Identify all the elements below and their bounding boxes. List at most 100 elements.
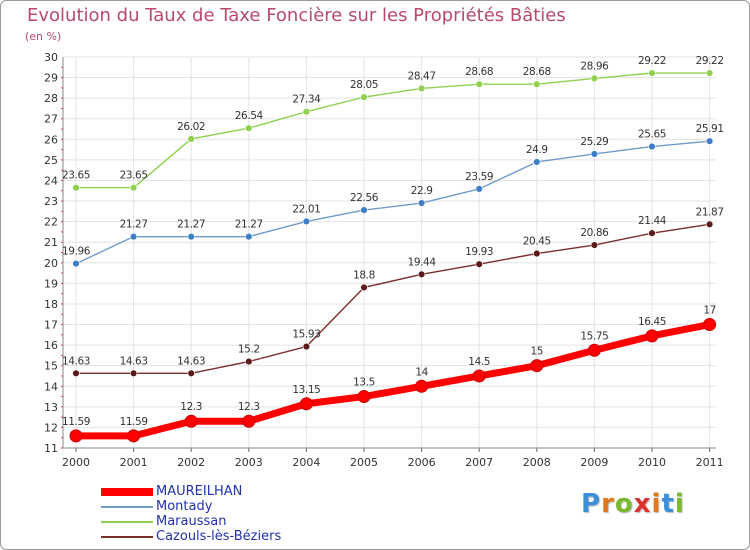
series-line <box>75 140 711 265</box>
data-label: 19.93 <box>465 246 493 258</box>
data-point <box>357 390 371 404</box>
data-label: 11.59 <box>120 416 148 428</box>
data-label: 14.63 <box>62 355 90 367</box>
data-point <box>242 414 256 428</box>
legend-label: MAUREILHAN <box>156 484 243 499</box>
data-point <box>184 414 198 428</box>
data-label: 15.93 <box>292 329 320 341</box>
data-point <box>587 343 601 357</box>
data-label: 14 <box>415 366 428 378</box>
data-point <box>530 359 544 373</box>
legend-label: Cazouls-lès-Béziers <box>156 529 282 544</box>
data-point <box>533 80 541 88</box>
data-label: 14.63 <box>120 355 148 367</box>
data-label: 13.5 <box>353 377 375 389</box>
data-label: 21.87 <box>696 206 724 218</box>
data-point <box>590 150 599 158</box>
y-tick-label: 30 <box>44 51 58 64</box>
logo-letter: P <box>581 489 602 519</box>
y-tick-label: 18 <box>44 298 58 311</box>
data-label: 12.3 <box>180 401 202 413</box>
data-point <box>302 217 311 226</box>
data-point <box>245 232 253 241</box>
data-point <box>705 220 714 229</box>
data-label: 24.9 <box>526 144 548 156</box>
data-label: 27.34 <box>292 94 321 106</box>
y-tick-label: 12 <box>44 421 58 434</box>
data-label: 15.75 <box>580 330 608 342</box>
logo-letter: x <box>633 489 652 519</box>
legend-label: Montady <box>156 499 213 514</box>
y-tick-label: 29 <box>44 72 58 85</box>
data-label: 13.15 <box>292 384 320 396</box>
data-label: 21.27 <box>177 219 205 231</box>
data-point <box>590 74 599 83</box>
data-point <box>187 369 195 377</box>
data-point <box>187 135 195 143</box>
y-tick-label: 28 <box>44 92 58 105</box>
data-point <box>129 183 138 192</box>
y-tick-label: 13 <box>44 401 58 414</box>
data-point <box>648 229 656 237</box>
data-label: 15 <box>531 346 544 358</box>
x-tick-label: 2007 <box>465 456 493 469</box>
y-tick-label: 16 <box>44 339 58 352</box>
data-label: 29.22 <box>638 55 666 67</box>
data-point <box>533 158 541 166</box>
data-point <box>645 329 659 343</box>
data-point <box>648 142 656 151</box>
data-label: 26.02 <box>177 121 205 133</box>
legend-swatch <box>101 506 153 508</box>
data-point <box>360 93 368 101</box>
x-tick-label: 2000 <box>62 456 90 469</box>
x-tick-label: 2010 <box>638 456 666 469</box>
data-label: 18.8 <box>353 269 375 281</box>
y-tick-label: 14 <box>44 380 58 393</box>
data-label: 25.29 <box>580 136 608 148</box>
legend-swatch <box>101 536 153 538</box>
x-tick-label: 2004 <box>292 456 320 469</box>
series-cazouls-les-beziers: 14.63 14.63 14.63 15.2 15.93 18.8 19.44 19.93 20… <box>62 206 724 377</box>
data-label: 23.65 <box>120 170 148 182</box>
series-maraussan: 23.65 23.65 26.02 26.54 27.34 28.05 28.47 28.68… <box>62 55 724 192</box>
data-point <box>472 369 486 383</box>
data-label: 17 <box>703 305 716 317</box>
data-point <box>245 357 253 366</box>
data-label: 21.27 <box>120 219 148 231</box>
x-tick-label: 2009 <box>580 456 608 469</box>
y-tick-label: 11 <box>44 442 58 455</box>
series-line <box>72 321 714 440</box>
y-tick-label: 19 <box>44 277 58 290</box>
data-point <box>299 397 313 411</box>
data-label: 29.22 <box>696 55 724 67</box>
data-label: 22.9 <box>411 185 433 197</box>
series-line <box>75 72 711 189</box>
data-label: 14.5 <box>468 356 490 368</box>
data-point <box>703 318 717 332</box>
y-tick-label: 20 <box>44 257 58 270</box>
data-label: 15.2 <box>238 344 260 356</box>
series-montady: 19.96 21.27 21.27 21.27 22.01 22.56 22.9 23.59 2… <box>62 123 724 268</box>
data-label: 26.54 <box>235 110 264 122</box>
logo-letter: t <box>661 489 675 519</box>
data-point <box>72 183 80 192</box>
legend-swatch <box>101 521 153 523</box>
data-label: 28.96 <box>580 60 609 72</box>
data-label: 25.65 <box>638 129 666 141</box>
data-label: 25.91 <box>696 123 724 135</box>
y-tick-label: 27 <box>44 113 58 126</box>
data-label: 28.68 <box>523 66 551 78</box>
data-label: 21.44 <box>638 215 667 227</box>
data-point <box>417 270 426 279</box>
data-point <box>127 429 141 443</box>
proxiti-logo: Proxiti <box>581 489 685 519</box>
y-tick-label: 26 <box>44 133 58 146</box>
logo-letter: i <box>674 489 685 519</box>
plot-area <box>63 57 716 448</box>
data-point <box>417 199 426 207</box>
data-label: 19.44 <box>408 256 437 268</box>
data-point <box>129 369 138 377</box>
y-tick-label: 21 <box>44 236 58 249</box>
x-tick-label: 2006 <box>408 456 436 469</box>
data-point <box>417 84 426 93</box>
